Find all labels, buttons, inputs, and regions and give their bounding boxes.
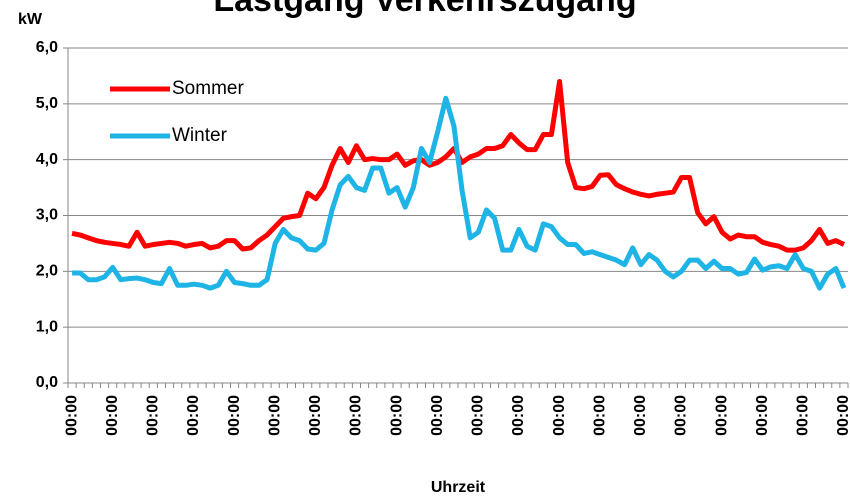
series-line [72,95,847,291]
x-tick-label: 00:00 [632,395,649,436]
x-tick-label: 00:00 [795,395,812,436]
chart-title: Lastgang Verkehrszugang [213,0,636,19]
y-tick-label: 2,0 [36,263,58,280]
y-tick-label: 3,0 [36,207,58,224]
y-tick-label: 0,0 [36,374,58,391]
x-tick-label: 00:00 [713,395,730,436]
x-axis-label: Uhrzeit [431,479,486,496]
x-tick-label: 00:00 [348,395,365,436]
y-tick-label: 4,0 [36,151,58,168]
x-tick-label: 00:00 [145,395,162,436]
legend-label: Winter [172,125,228,146]
x-tick-label: 00:00 [388,395,405,436]
x-tick-label: 00:00 [266,395,283,436]
x-tick-label: 00:00 [470,395,487,436]
x-tick-label: 00:00 [754,395,771,436]
legend-label: Sommer [172,78,244,99]
x-tick-label: 00:00 [591,395,608,436]
y-tick-label: 1,0 [36,318,58,335]
y-tick-label: 6,0 [36,39,58,56]
x-tick-label: 00:00 [63,395,80,436]
y-tick-label: 5,0 [36,95,58,112]
y-axis-label: kW [18,11,43,28]
x-tick-label: 00:00 [835,395,850,436]
x-tick-label: 00:00 [185,395,202,436]
x-tick-label: 00:00 [307,395,324,436]
x-tick-label: 00:00 [510,395,527,436]
x-tick-label: 00:00 [104,395,121,436]
x-tick-label: 00:00 [551,395,568,436]
x-tick-label: 00:00 [673,395,690,436]
x-tick-label: 00:00 [226,395,243,436]
x-tick-label: 00:00 [429,395,446,436]
